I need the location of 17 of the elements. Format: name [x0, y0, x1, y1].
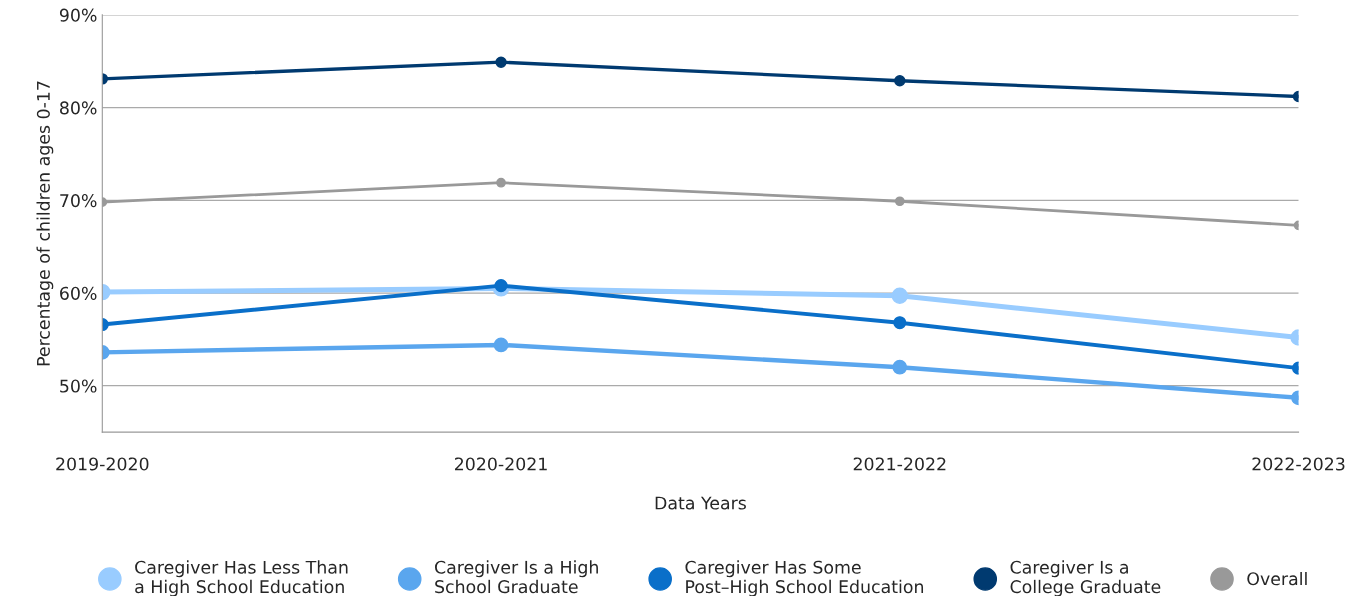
x-axis-title: Data Years [655, 496, 746, 510]
legend-label: Caregiver Has Some Post–High School Education [685, 560, 924, 596]
legend-label: Caregiver Is a College Graduate [1010, 560, 1161, 596]
point [496, 177, 506, 188]
x-tick-label: 2020-2021 [455, 457, 547, 471]
y-tick-label: 70% [60, 194, 97, 208]
legend-label: Caregiver Has Less Than a High School Education [135, 560, 348, 596]
x-tick-label: 2021-2022 [853, 457, 946, 471]
legend-label: Caregiver Is a High School Graduate [435, 560, 598, 594]
y-tick-label: 90% [59, 8, 97, 22]
x-tick-label: 2019-2020 [56, 457, 149, 471]
x-tick-label: 2022-2023 [1252, 457, 1345, 471]
y-tick-label: 80% [60, 101, 97, 115]
y-tick-label: 50% [60, 379, 97, 393]
legend-label: Overall [1247, 571, 1307, 586]
y-axis-title: Percentage of children ages 0-17 [36, 81, 54, 366]
y-tick-label: 60% [60, 286, 97, 300]
